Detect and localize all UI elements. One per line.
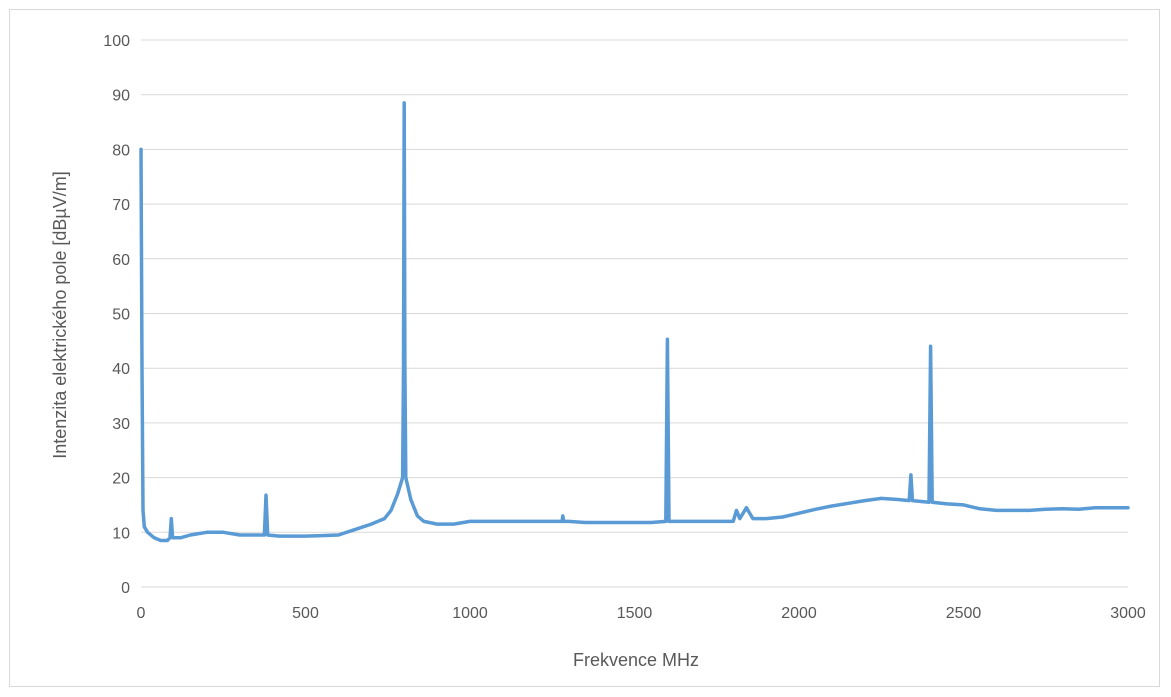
gridlines — [141, 39, 1128, 588]
chart-frame — [9, 9, 1160, 687]
y-tick-label: 100 — [103, 33, 130, 50]
y-tick-label: 50 — [112, 307, 130, 324]
x-axis-title: Frekvence MHz — [573, 650, 699, 670]
y-tick-label: 70 — [112, 197, 130, 214]
series-layer — [139, 101, 1130, 543]
y-tick-label: 40 — [112, 361, 130, 378]
y-tick-label: 60 — [112, 252, 130, 269]
x-tick-label: 1000 — [452, 605, 488, 622]
x-tick-label: 500 — [292, 605, 319, 622]
x-axis-tick-labels: 0 500 1000 1500 2000 2500 3000 — [137, 605, 1146, 622]
y-axis-tick-labels: 0 10 20 30 40 50 60 70 80 90 100 — [103, 33, 130, 597]
y-tick-label: 80 — [112, 142, 130, 159]
y-axis-title: Intenzita elektrického pole [dBµV/m] — [50, 171, 70, 459]
x-tick-label: 2500 — [946, 605, 982, 622]
y-tick-label: 0 — [121, 580, 130, 597]
x-tick-label: 1500 — [617, 605, 653, 622]
x-tick-label: 0 — [137, 605, 146, 622]
x-tick-label: 3000 — [1110, 605, 1146, 622]
x-tick-label: 2000 — [781, 605, 817, 622]
y-tick-label: 10 — [112, 525, 130, 542]
series-line-0 — [139, 101, 1130, 543]
y-tick-label: 30 — [112, 416, 130, 433]
y-tick-label: 90 — [112, 88, 130, 105]
y-tick-label: 20 — [112, 471, 130, 488]
